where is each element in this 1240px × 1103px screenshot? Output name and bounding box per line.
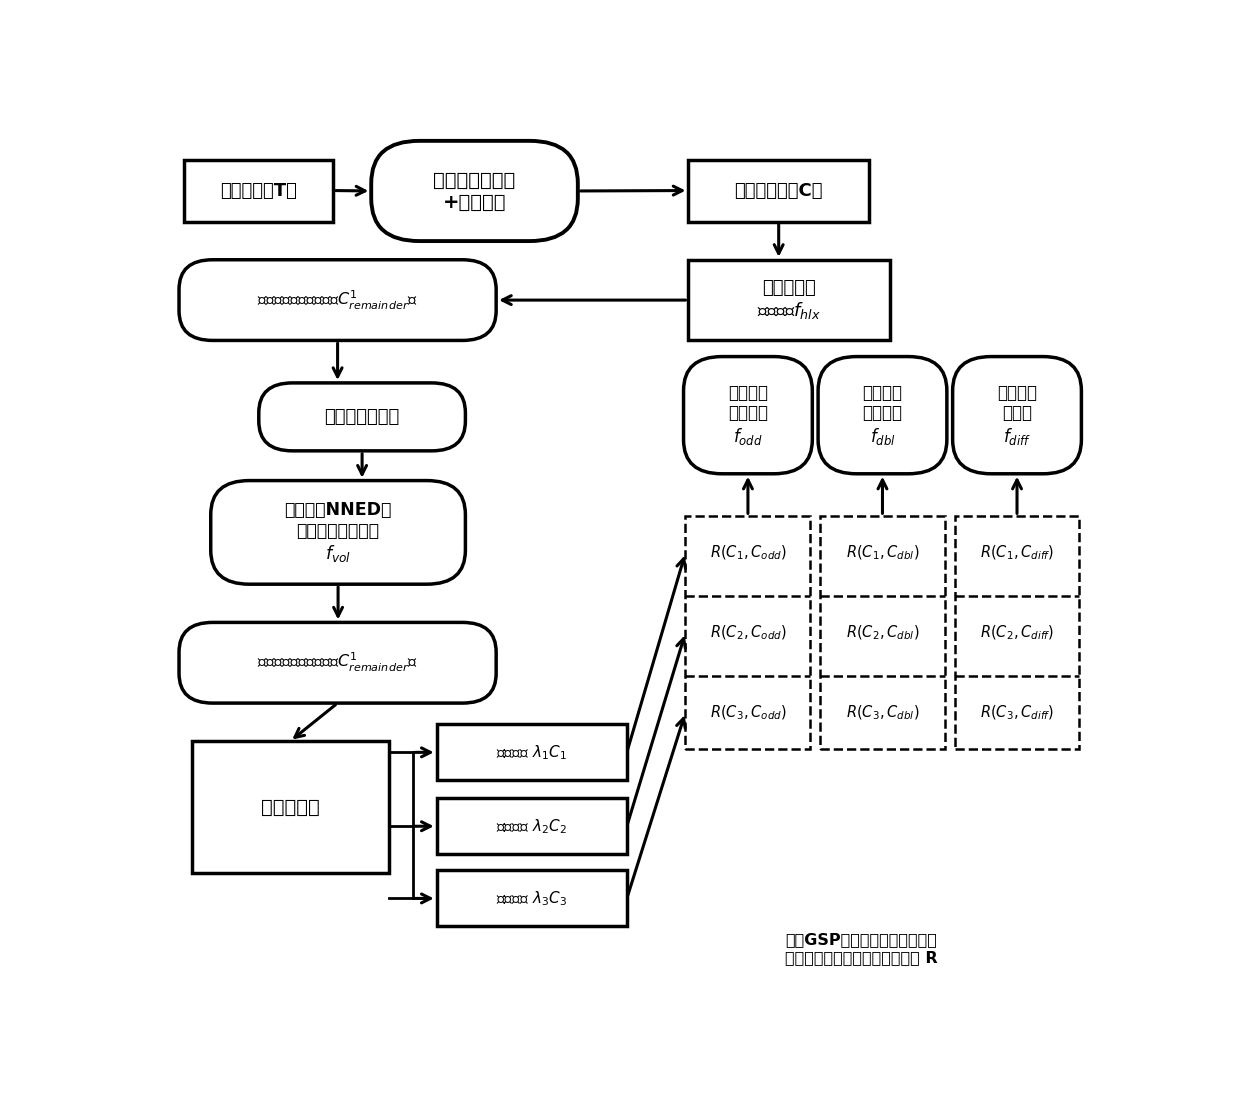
Text: 第三特征 $\lambda_3C_3$: 第三特征 $\lambda_3C_3$ xyxy=(496,889,567,908)
Text: 计算残余协方差矩阵〈$C^1_{remainder}$〉: 计算残余协方差矩阵〈$C^1_{remainder}$〉 xyxy=(258,289,418,312)
Text: 相干矩阵〈T〉: 相干矩阵〈T〉 xyxy=(219,182,296,200)
FancyBboxPatch shape xyxy=(184,160,332,222)
Text: 计算残余协方差矩阵〈$C^1_{remainder}$〉: 计算残余协方差矩阵〈$C^1_{remainder}$〉 xyxy=(258,651,418,674)
Text: $R(C_2,C_{odd})$: $R(C_2,C_{odd})$ xyxy=(709,623,786,642)
Text: $R(C_3,C_{diff})$: $R(C_3,C_{diff})$ xyxy=(980,704,1054,721)
FancyBboxPatch shape xyxy=(259,383,465,451)
Text: 计算螺旋体
散射功率$f_{hlx}$: 计算螺旋体 散射功率$f_{hlx}$ xyxy=(758,279,821,321)
FancyBboxPatch shape xyxy=(818,356,947,474)
Text: 计算偶次
散射功率
$f_{dbl}$: 计算偶次 散射功率 $f_{dbl}$ xyxy=(863,384,903,447)
FancyBboxPatch shape xyxy=(688,260,890,341)
Text: 基于改进NNED算
法计算体散射功率
$f_{vol}$: 基于改进NNED算 法计算体散射功率 $f_{vol}$ xyxy=(284,501,392,564)
FancyBboxPatch shape xyxy=(436,799,627,854)
Text: $R(C_1,C_{dbl})$: $R(C_1,C_{dbl})$ xyxy=(846,544,919,561)
Text: $R(C_1,C_{odd})$: $R(C_1,C_{odd})$ xyxy=(709,544,786,561)
Text: $R(C_2,C_{dbl})$: $R(C_2,C_{dbl})$ xyxy=(846,623,919,642)
FancyBboxPatch shape xyxy=(179,622,496,703)
FancyBboxPatch shape xyxy=(211,481,465,585)
Text: 计算漫散
射功率
$f_{diff}$: 计算漫散 射功率 $f_{diff}$ xyxy=(997,384,1037,447)
Text: 第二特征 $\lambda_2C_2$: 第二特征 $\lambda_2C_2$ xyxy=(496,817,567,836)
Text: 计算奇次
散射功率
$f_{odd}$: 计算奇次 散射功率 $f_{odd}$ xyxy=(728,384,768,447)
FancyBboxPatch shape xyxy=(179,260,496,341)
FancyBboxPatch shape xyxy=(683,356,812,474)
Text: 第一特征 $\lambda_1C_1$: 第一特征 $\lambda_1C_1$ xyxy=(496,743,567,762)
Text: 极化方位角补偿
+矩阵变换: 极化方位角补偿 +矩阵变换 xyxy=(434,171,516,212)
Text: 确定体散射模型: 确定体散射模型 xyxy=(325,408,399,426)
Text: $R(C_2,C_{diff})$: $R(C_2,C_{diff})$ xyxy=(980,623,1054,642)
Text: $R(C_1,C_{diff})$: $R(C_1,C_{diff})$ xyxy=(980,544,1054,561)
FancyBboxPatch shape xyxy=(688,160,869,222)
Text: 协方差矩阵〈C〉: 协方差矩阵〈C〉 xyxy=(734,182,823,200)
FancyBboxPatch shape xyxy=(436,725,627,781)
Bar xyxy=(686,516,811,749)
FancyBboxPatch shape xyxy=(191,741,388,872)
Bar xyxy=(820,516,945,749)
Text: $R(C_3,C_{dbl})$: $R(C_3,C_{dbl})$ xyxy=(846,704,919,721)
FancyBboxPatch shape xyxy=(952,356,1081,474)
Text: $R(C_3,C_{odd})$: $R(C_3,C_{odd})$ xyxy=(709,704,786,721)
FancyBboxPatch shape xyxy=(371,141,578,242)
FancyBboxPatch shape xyxy=(436,870,627,927)
Text: 特征值分解: 特征值分解 xyxy=(260,797,320,816)
Text: 基于GSP，计算各特征与奇次散
射、偶次散射、漫散射的相似性 R: 基于GSP，计算各特征与奇次散 射、偶次散射、漫散射的相似性 R xyxy=(785,932,937,965)
Bar xyxy=(955,516,1080,749)
